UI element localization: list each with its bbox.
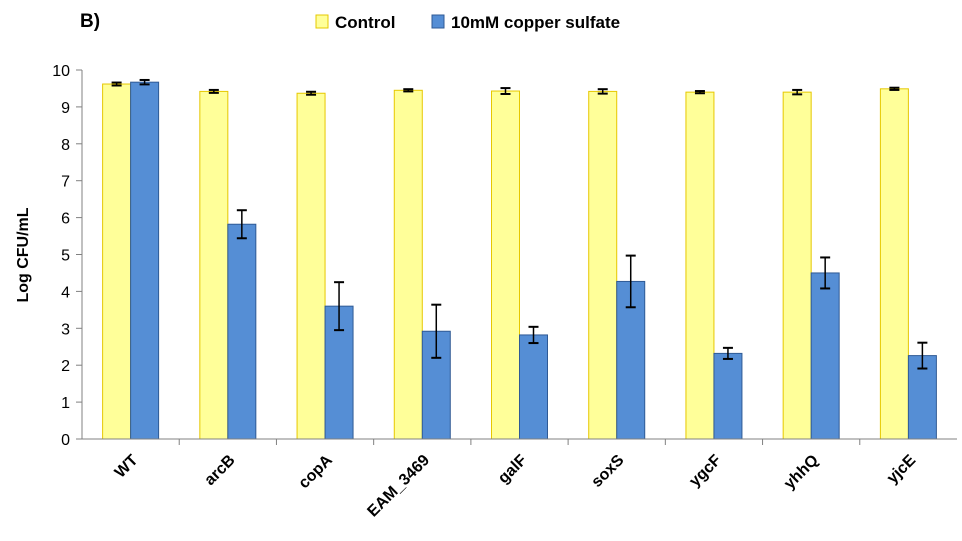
bar-control-galF	[492, 91, 520, 439]
y-tick-label: 1	[61, 395, 70, 412]
y-tick-label: 10	[52, 63, 70, 80]
bar-control-ygcF	[686, 92, 714, 439]
legend-swatch-0	[316, 15, 328, 28]
y-axis-title: Log CFU/mL	[15, 207, 32, 302]
bar-copper-WT	[131, 82, 159, 439]
bar-copper-yhhQ	[811, 273, 839, 439]
bar-control-yjcE	[880, 89, 908, 439]
y-tick-label: 7	[61, 174, 70, 191]
legend-swatch-1	[432, 15, 444, 28]
bars	[103, 82, 937, 439]
y-tick-label: 9	[61, 100, 70, 117]
x-tick-label: WT	[112, 452, 142, 482]
x-tick-label: galF	[495, 452, 530, 487]
bar-control-copA	[297, 93, 325, 439]
bar-control-WT	[103, 84, 131, 439]
y-tick-label: 5	[61, 248, 70, 265]
legend-label-0: Control	[335, 13, 395, 32]
bar-control-soxS	[589, 91, 617, 439]
x-axis: WT arcB copA EAM_3469 galF soxS ygcF yhhQ yjcE	[82, 439, 957, 520]
y-tick-label: 3	[61, 321, 70, 338]
bar-control-arcB	[200, 91, 228, 439]
x-tick-label: ygcF	[686, 452, 725, 491]
x-tick-label: copA	[296, 451, 337, 492]
y-tick-label: 4	[61, 284, 70, 301]
bar-copper-arcB	[228, 224, 256, 439]
bar-copper-galF	[520, 335, 548, 439]
x-tick-label: arcB	[201, 452, 238, 489]
legend-label-1: 10mM copper sulfate	[451, 13, 620, 32]
y-tick-label: 6	[61, 211, 70, 228]
y-tick-label: 2	[61, 358, 70, 375]
x-tick-label: yjcE	[884, 452, 920, 488]
bar-control-yhhQ	[783, 92, 811, 439]
x-tick-label: yhhQ	[781, 452, 822, 493]
bar-copper-ygcF	[714, 353, 742, 439]
panel-label: B)	[80, 11, 100, 32]
bar-control-EAM_3469	[394, 90, 422, 439]
y-tick-label: 8	[61, 137, 70, 154]
x-tick-label: EAM_3469	[364, 452, 433, 521]
y-tick-label: 0	[61, 432, 70, 449]
legend: Control 10mM copper sulfate	[316, 13, 620, 32]
y-axis: 0 1 2 3 4 5 6 7 8 9 10	[52, 63, 82, 449]
x-tick-label: soxS	[588, 452, 627, 491]
